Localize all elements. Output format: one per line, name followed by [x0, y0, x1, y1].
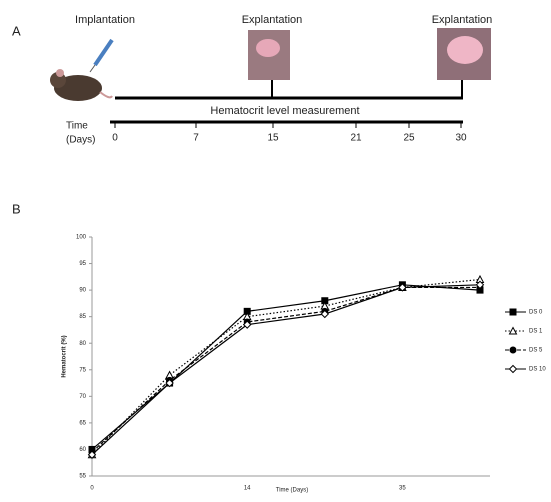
y-tick-label: 70: [79, 394, 86, 400]
y-tick-label: 95: [79, 261, 86, 267]
timeline-label: 30: [455, 133, 467, 144]
legend-marker: [510, 328, 517, 335]
mouse-icon: [50, 69, 112, 101]
y-tick-label: 90: [79, 288, 86, 294]
y-tick-label: 65: [79, 420, 86, 426]
x-tick-label: 14: [244, 486, 251, 492]
series-line: [92, 285, 480, 455]
legend-label: DS 5: [529, 348, 543, 354]
y-axis-title: Hematocrit (%): [62, 335, 68, 377]
timeline-labels: 0 7 15 21 25 30: [112, 122, 467, 144]
timeline-label: 7: [193, 133, 199, 144]
implantation-label: Implantation: [75, 14, 135, 26]
explantation-label: Explantation: [242, 14, 303, 26]
y-tick-label: 55: [79, 474, 86, 480]
legend-label: DS 0: [529, 310, 543, 316]
timeline-label: 21: [350, 133, 362, 144]
explant-photo: [256, 39, 280, 57]
x-tick-label: 35: [399, 486, 406, 492]
timeline-label: 25: [403, 133, 415, 144]
y-tick-label: 60: [79, 447, 86, 453]
timeline-label: 0: [112, 133, 118, 144]
y-tick-label: 85: [79, 314, 86, 320]
timeline-label: 15: [267, 133, 279, 144]
panel-label: B: [12, 201, 21, 216]
series-line: [92, 285, 480, 450]
panel-label: A: [12, 23, 21, 38]
figure: A Implantation Explantation Explantation…: [0, 0, 551, 497]
y-tick-label: 80: [79, 341, 86, 347]
x-axis-title: Time (Days): [276, 488, 308, 494]
legend-marker: [510, 309, 516, 315]
syringe-icon: [90, 40, 112, 72]
y-tick-label: 100: [76, 235, 87, 241]
time-unit: (Days): [66, 135, 95, 146]
legend-label: DS 1: [529, 329, 543, 335]
legend-label: DS 10: [529, 367, 546, 373]
time-title: Time: [66, 121, 88, 132]
series-line: [92, 287, 480, 452]
legend-marker: [510, 366, 517, 373]
explant-photo: [447, 36, 483, 64]
x-tick-label: 0: [90, 486, 94, 492]
legend-marker: [510, 347, 516, 353]
chart: B 55 60 65 70 75 80 85 90 95 100 0 14 35 Time (Days) He…: [12, 201, 546, 493]
y-tick-label: 75: [79, 367, 86, 373]
measurement-label: Hematocrit level measurement: [210, 105, 359, 117]
explantation-label: Explantation: [432, 14, 493, 26]
